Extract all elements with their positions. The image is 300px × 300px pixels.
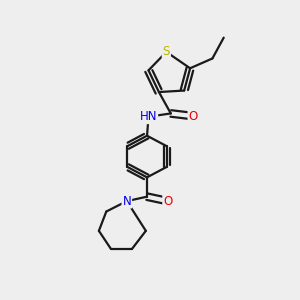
Text: O: O <box>163 195 172 208</box>
Text: N: N <box>122 195 131 208</box>
Text: O: O <box>188 110 198 123</box>
Text: S: S <box>163 45 170 58</box>
Text: HN: HN <box>140 110 157 123</box>
